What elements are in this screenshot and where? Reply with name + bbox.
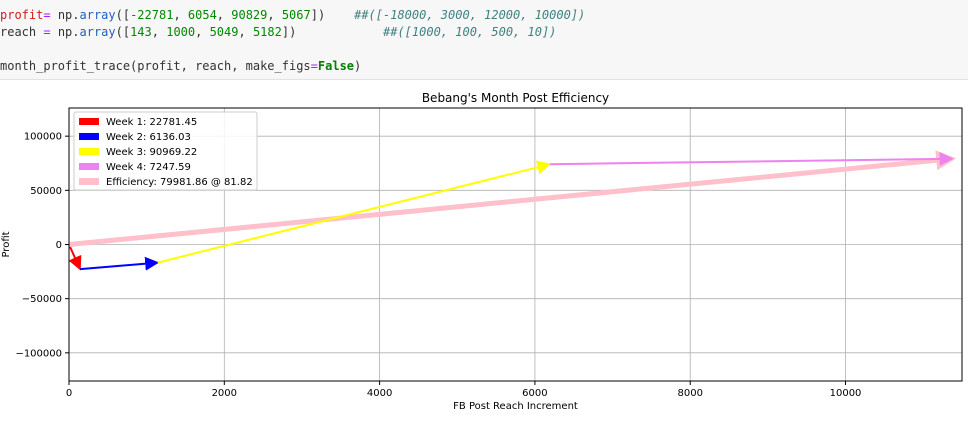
chart-series <box>68 150 957 271</box>
series-line <box>157 160 552 264</box>
y-tick-label: 100000 <box>24 132 62 143</box>
x-axis-label: FB Post Reach Increment <box>453 401 578 412</box>
legend-label: Week 1: 22781.45 <box>106 117 197 128</box>
chart: 0 2000 4000 6000 8000 10000 −100000 −50000 0 5000… <box>1 91 963 412</box>
code-module: np. <box>57 25 80 39</box>
chart-title: Bebang's Month Post Efficiency <box>422 91 609 105</box>
code-line-call: month_profit_trace(profit, reach, make_f… <box>0 58 361 74</box>
series-line <box>80 256 160 271</box>
code-comment: ##([1000, 100, 500, 10]) <box>383 25 557 39</box>
code-number: 90829 <box>231 8 268 22</box>
code-module: np. <box>50 8 80 22</box>
chart-legend: Week 1: 22781.45 Week 2: 6136.03 Week 3: 9… <box>73 111 258 191</box>
legend-label: Efficiency: 79981.86 @ 81.82 <box>106 177 253 188</box>
y-tick-label: 50000 <box>30 186 62 197</box>
y-tick-label: −50000 <box>22 294 62 305</box>
code-line-reach: reach = np.array([143, 1000, 5049, 5182]… <box>0 25 557 39</box>
series-line <box>68 150 957 247</box>
code-op: = <box>36 25 58 39</box>
x-tick-label: 0 <box>66 388 72 399</box>
code-paren: ]) <box>281 25 297 39</box>
code-number: 143 <box>130 25 152 39</box>
legend-label: Week 2: 6136.03 <box>106 132 191 143</box>
code-paren: ]) <box>310 8 326 22</box>
code-number: -22781 <box>130 8 174 22</box>
y-tick-label: −100000 <box>15 348 62 359</box>
legend-label: Week 3: 90969.22 <box>106 147 197 158</box>
code-paren: ) <box>354 59 362 73</box>
code-number: 5049 <box>209 25 239 39</box>
code-paren: ([ <box>115 8 131 22</box>
x-tick-label: 4000 <box>367 388 392 399</box>
output-area: 0 2000 4000 6000 8000 10000 −100000 −50000 0 5000… <box>0 80 968 431</box>
y-tick-label: 0 <box>56 240 62 251</box>
code-number: 5067 <box>281 8 311 22</box>
legend-swatch <box>79 133 99 140</box>
chart-ticks: 0 2000 4000 6000 8000 10000 −100000 −50000 0 5000… <box>15 132 861 399</box>
x-tick-label: 10000 <box>830 388 862 399</box>
legend-swatch <box>79 148 99 155</box>
code-number: 6054 <box>187 8 217 22</box>
legend-box <box>73 111 258 191</box>
code-var-reach: reach <box>0 25 37 39</box>
y-axis-label: Profit <box>1 231 12 257</box>
code-fn: array <box>79 25 116 39</box>
code-line-profit: profit= np.array([-22781, 6054, 90829, 5… <box>0 8 586 22</box>
code-op: = <box>310 59 318 73</box>
series-line <box>68 244 82 271</box>
code-keyword: False <box>317 59 355 73</box>
code-comment: ##([-18000, 3000, 12000, 10000]) <box>354 8 586 22</box>
code-op: = <box>43 8 51 22</box>
code-var-profit: profit <box>0 8 44 22</box>
code-paren: ([ <box>115 25 131 39</box>
legend-label: Week 4: 7247.59 <box>106 162 191 173</box>
code-fn-call: month_profit_trace(profit, reach, make_f… <box>0 59 311 73</box>
legend-swatch <box>79 163 99 170</box>
code-cell[interactable]: profit= np.array([-22781, 6054, 90829, 5… <box>0 0 968 80</box>
code-number: 5182 <box>252 25 282 39</box>
x-tick-label: 6000 <box>522 388 547 399</box>
code-number: 1000 <box>166 25 196 39</box>
code-fn: array <box>79 8 116 22</box>
x-tick-label: 8000 <box>677 388 702 399</box>
legend-swatch <box>79 178 99 185</box>
x-tick-label: 2000 <box>212 388 237 399</box>
series-line <box>549 151 954 166</box>
legend-swatch <box>79 118 99 125</box>
